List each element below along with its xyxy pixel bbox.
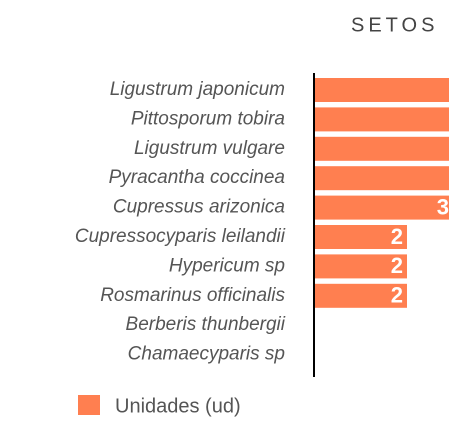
y-tick-label: Pyracantha coccinea xyxy=(109,167,285,188)
y-tick-label: Cupressus arizonica xyxy=(113,197,285,218)
bar xyxy=(315,283,407,308)
y-tick-label: Berberis thunbergii xyxy=(126,314,286,335)
y-tick-label: Rosmarinus officinalis xyxy=(100,285,285,306)
data-label: 3 xyxy=(437,194,449,219)
y-tick-label: Chamaecyparis sp xyxy=(128,344,285,365)
data-label: 2 xyxy=(391,224,403,249)
chart-title: SETOS xyxy=(351,14,438,36)
y-tick-label: Pittosporum tobira xyxy=(131,108,285,129)
legend-swatch xyxy=(78,395,100,415)
y-tick-label: Cupressocyparis leilandii xyxy=(75,226,286,247)
bar xyxy=(315,225,407,249)
bar xyxy=(315,166,449,191)
y-tick-label: Ligustrum vulgare xyxy=(134,138,285,159)
data-label: 2 xyxy=(391,283,403,308)
bar xyxy=(315,78,449,102)
y-tick-label: Hypericum sp xyxy=(169,255,285,276)
bar xyxy=(315,107,449,132)
bar xyxy=(315,195,449,220)
bar xyxy=(315,254,407,279)
data-label: 2 xyxy=(391,253,403,278)
legend-label: Unidades (ud) xyxy=(115,395,241,417)
bar xyxy=(315,136,449,161)
y-tick-label: Ligustrum japonicum xyxy=(110,79,285,100)
